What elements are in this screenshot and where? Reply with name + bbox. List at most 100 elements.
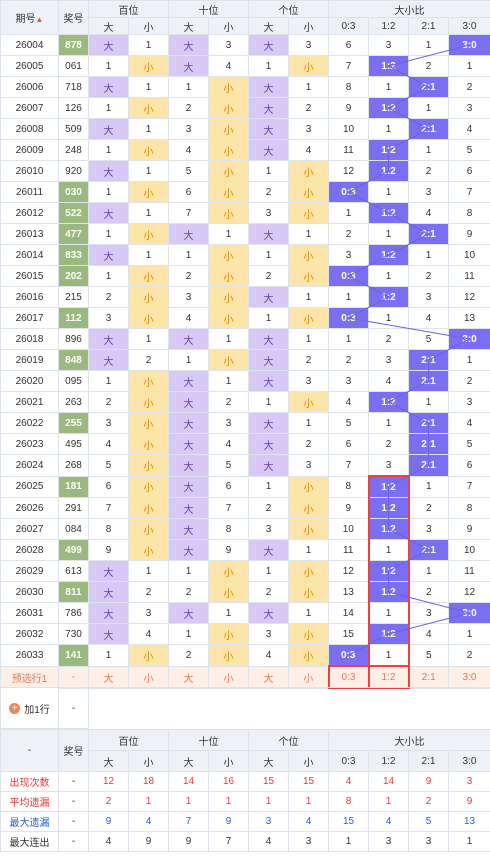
- period-cell: 26017: [0, 307, 59, 329]
- position-cell: 1: [208, 602, 249, 624]
- position-cell: 大: [248, 412, 289, 434]
- prediction-option[interactable]: 3:0: [448, 665, 490, 689]
- position-cell: 小: [208, 76, 249, 98]
- position-cell: 大: [248, 223, 289, 245]
- ratio-cell: 1:2: [367, 623, 410, 645]
- position-cell: 小: [208, 97, 249, 119]
- stats-value: 4: [88, 831, 129, 852]
- position-cell: 3: [88, 412, 129, 434]
- ratio-cell: 2: [408, 581, 449, 603]
- position-cell: 6: [88, 475, 129, 498]
- position-cell: 1: [248, 307, 289, 329]
- ratio-cell: 1: [328, 328, 369, 350]
- prediction-option[interactable]: 小: [128, 665, 169, 689]
- prediction-row: 预选行1- 大小大小大小 0:3 1:2 2:1 3:0: [0, 665, 490, 689]
- prize-cell: 522: [58, 202, 89, 224]
- period-header[interactable]: 期号▲: [0, 0, 59, 35]
- subheader-cell: 3:0: [448, 17, 490, 35]
- prediction-option[interactable]: 小: [288, 665, 329, 689]
- stats-value: 8: [328, 791, 369, 812]
- position-cell: 小: [128, 454, 169, 477]
- position-cell: 小: [128, 391, 169, 413]
- prediction-option[interactable]: 大: [88, 665, 129, 689]
- prediction-option[interactable]: 大: [248, 665, 289, 689]
- position-cell: 大: [248, 433, 289, 455]
- ratio-cell: 3: [368, 34, 409, 56]
- table-row: 26032 730 大 4 1 小 3 小 15 1:2 4 1: [0, 623, 490, 645]
- ratio-cell: 1: [368, 181, 409, 203]
- period-cell: 26016: [0, 286, 59, 308]
- subheader-cell: 小: [128, 750, 169, 772]
- subheader-cell: 3:0: [448, 750, 490, 772]
- position-cell: 3: [288, 454, 329, 477]
- table-row: 26014 833 大 1 1 小 1 小 3 1:2 1 10: [0, 244, 490, 266]
- prediction-option[interactable]: 小: [208, 665, 249, 689]
- stats-value: 1: [248, 791, 289, 812]
- units-header: 个位: [248, 0, 329, 18]
- prize-cell: 730: [58, 623, 89, 645]
- position-cell: 4: [248, 644, 289, 667]
- position-cell: 1: [248, 244, 289, 266]
- position-cell: 小: [288, 160, 329, 182]
- prize-cell: 126: [58, 97, 89, 119]
- stats-row: 出现次数 -12 18 14 16 15 15 4 14 9 3: [0, 771, 490, 792]
- period-cell: 26013: [0, 223, 59, 245]
- prize-cell: 718: [58, 76, 89, 98]
- ratio-cell: 1: [368, 265, 409, 287]
- table-row: 26019 848 大 2 1 小大 2 2 3 2:1 1: [0, 349, 490, 371]
- stats-units-header: 个位: [248, 729, 329, 751]
- prediction-option[interactable]: 0:3: [327, 665, 370, 689]
- position-cell: 小: [208, 244, 249, 266]
- subheader-cell: 1:2: [368, 17, 409, 35]
- add-row-label: 加1行: [24, 704, 50, 716]
- prize-cell: 833: [58, 244, 89, 266]
- period-cell: 26020: [0, 370, 59, 392]
- ratio-cell: 2: [368, 433, 409, 455]
- stats-value: 7: [168, 811, 209, 832]
- position-cell: 1: [88, 265, 129, 287]
- stats-row: 最大遗漏 -9 4 7 9 3 4 15 4 5 13: [0, 811, 490, 832]
- position-cell: 4: [168, 307, 209, 329]
- ratio-cell: 5: [408, 328, 449, 350]
- position-cell: 7: [168, 202, 209, 224]
- stats-label: 最大连出: [0, 831, 59, 852]
- stats-value: 3: [248, 811, 289, 832]
- prediction-option[interactable]: 大: [168, 665, 209, 689]
- position-cell: 1: [168, 349, 209, 371]
- position-cell: 小: [288, 475, 329, 498]
- position-cell: 小: [128, 181, 169, 203]
- stats-value: 3: [448, 771, 490, 792]
- table-row: 26020 095 1 小大 1 大 3 3 4 2:1 2: [0, 370, 490, 392]
- stats-value: 4: [328, 771, 369, 792]
- ratio-cell: 2: [328, 223, 369, 245]
- stats-label: 最大遗漏: [0, 811, 59, 832]
- stats-value: 16: [208, 771, 249, 792]
- table-row: 26030 811 大 2 2 小 2 小 13 1:2 2 12: [0, 581, 490, 603]
- position-cell: 小: [208, 139, 249, 161]
- table-row: 26033 141 1 小 2 小 4 小 0:3 1 5 2: [0, 644, 490, 667]
- ratio-cell: 13: [448, 307, 490, 329]
- add-row-button[interactable]: + 加1行: [9, 701, 50, 716]
- position-cell: 大: [88, 602, 129, 624]
- position-cell: 7: [208, 497, 249, 519]
- ratio-cell: 5: [448, 433, 490, 455]
- position-cell: 小: [288, 518, 329, 540]
- position-cell: 小: [208, 160, 249, 182]
- position-cell: 4: [168, 139, 209, 161]
- period-cell: 26012: [0, 202, 59, 224]
- table-row: 26027 084 8 小大 8 3 小 10 1:2 3 9: [0, 518, 490, 540]
- prediction-option[interactable]: 2:1: [408, 665, 449, 689]
- position-cell: 3: [128, 602, 169, 624]
- sort-up-icon[interactable]: ▲: [35, 15, 44, 24]
- prize-cell: 811: [58, 581, 89, 603]
- prize-cell: 878: [58, 34, 89, 56]
- position-cell: 小: [128, 139, 169, 161]
- ratio-cell: 5: [448, 139, 490, 161]
- ratio-cell: 8: [328, 475, 369, 498]
- ratio-cell: 3: [408, 602, 449, 624]
- prediction-option[interactable]: 1:2: [367, 665, 410, 689]
- position-cell: 1: [88, 97, 129, 119]
- period-cell: 26010: [0, 160, 59, 182]
- position-cell: 小: [208, 560, 249, 582]
- position-cell: 1: [88, 223, 129, 245]
